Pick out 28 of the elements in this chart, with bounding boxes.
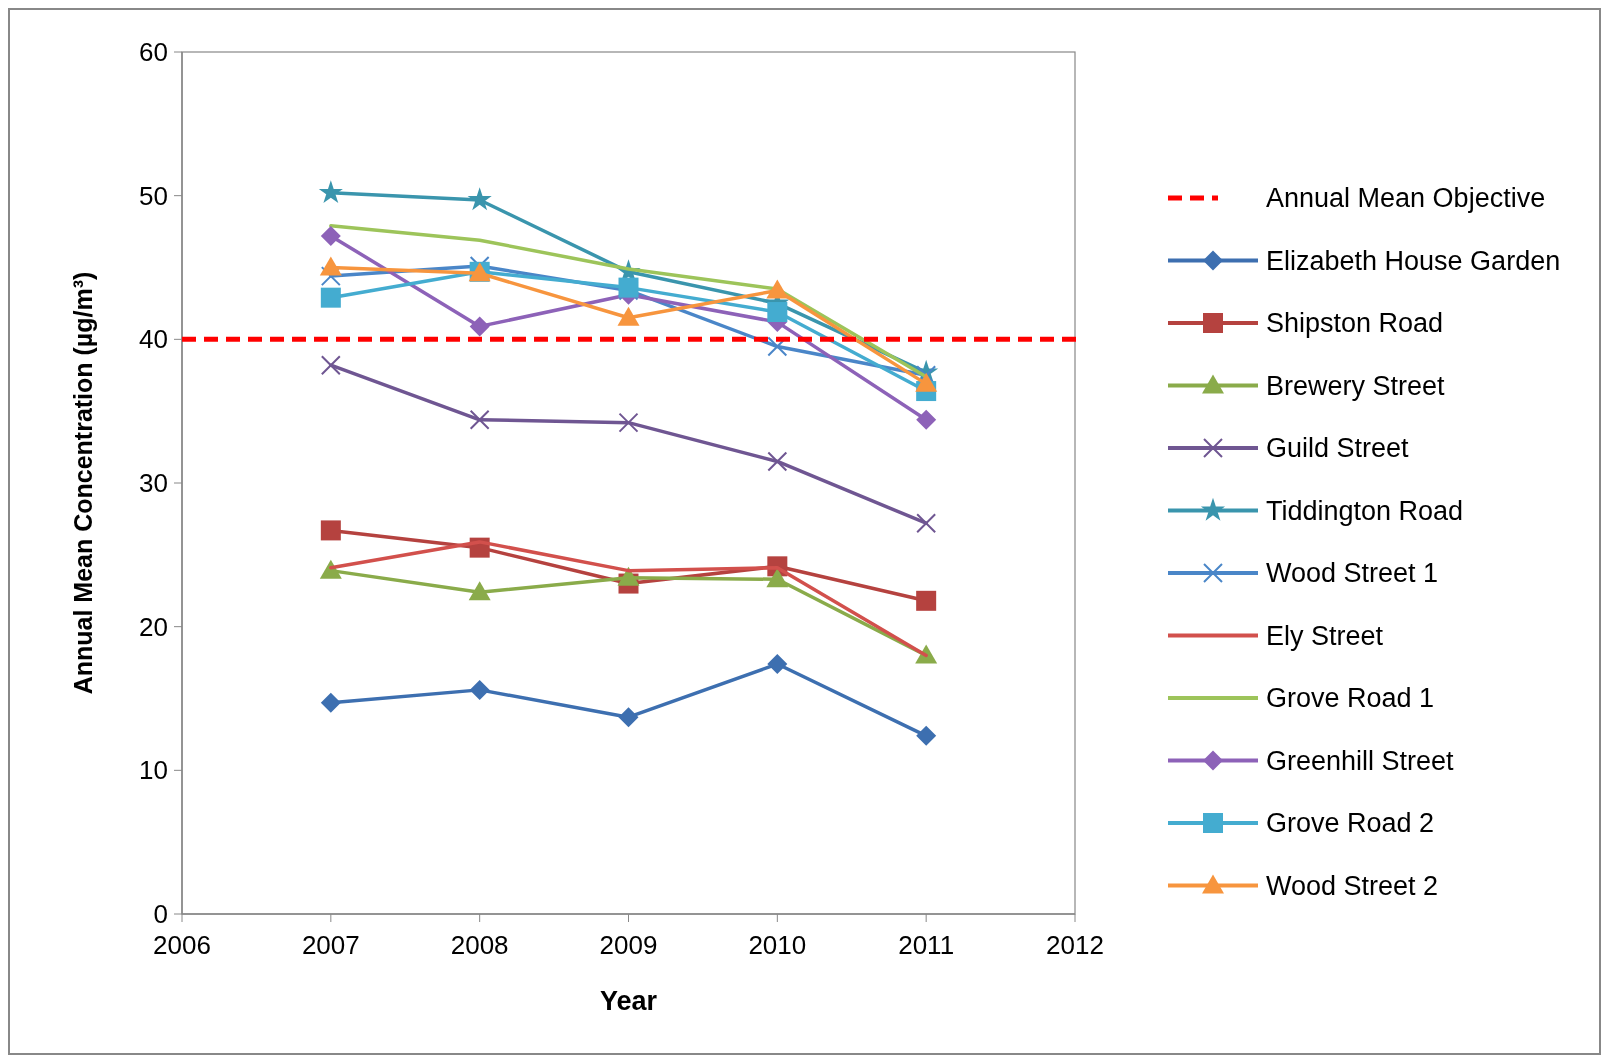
legend-label: Shipston Road [1266,308,1444,338]
x-tick-label: 2010 [748,930,807,960]
y-tick-label: 50 [139,180,168,211]
y-tick-label: 0 [153,899,168,929]
legend-label: Ely Street [1266,620,1384,651]
legend-label: Greenhill Street [1266,745,1455,776]
x-tick-label: 2012 [1046,930,1104,960]
legend-label: Brewery Street [1266,370,1446,401]
legend-label: Wood Street 1 [1266,558,1439,588]
legend-label: Guild Street [1266,433,1410,463]
x-tick-label: 2006 [153,930,211,960]
y-tick-label: 30 [139,468,168,498]
x-tick-label: 2009 [599,930,658,960]
x-tick-label: 2008 [450,930,509,960]
x-tick-label: 2007 [301,930,360,960]
legend-label: Tiddington Road [1266,495,1464,526]
legend-label: Wood Street 2 [1266,870,1439,901]
legend-label: Grove Road 1 [1266,683,1435,713]
x-tick-label: 2011 [898,930,955,960]
y-tick-label: 40 [139,324,168,355]
legend-label: Annual Mean Objective [1266,183,1546,213]
x-axis-title: Year [599,986,658,1016]
legend-label: Grove Road 2 [1266,808,1435,838]
legend-label: Elizabeth House Garden [1266,245,1561,276]
y-tick-label: 20 [139,611,168,642]
y-tick-label: 60 [139,37,168,67]
y-tick-label: 10 [139,755,168,786]
y-axis-title: Annual Mean Concentration (µg/m³) [69,271,97,695]
